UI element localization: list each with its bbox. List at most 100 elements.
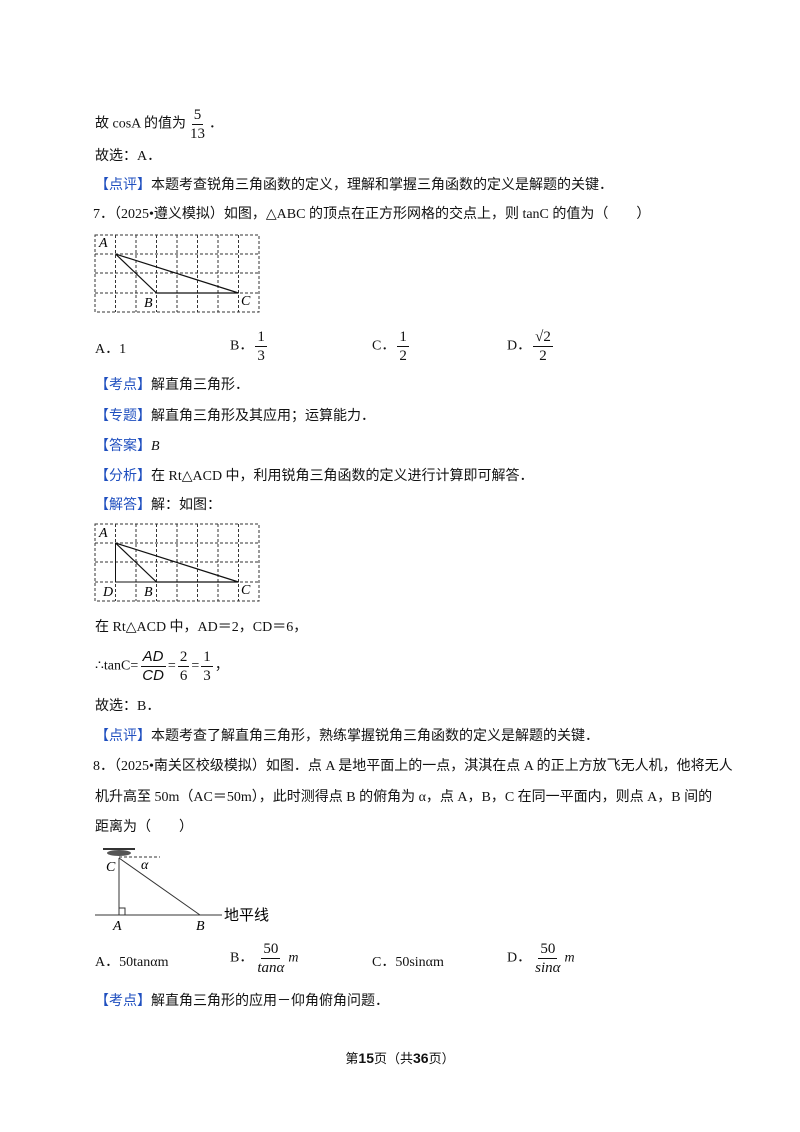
option-label: A． — [95, 342, 120, 357]
fraction: AD CD — [140, 648, 166, 685]
text: 页（共 — [373, 1051, 413, 1066]
triangle — [115, 253, 239, 294]
line: 故选：A． — [95, 149, 162, 164]
label: C — [241, 583, 251, 598]
text: ， — [214, 658, 229, 674]
line: 【考点】解直角三角形的应用－仰角俯角问题． — [95, 992, 389, 1012]
numerator: 1 — [397, 329, 409, 347]
option: B． 1 3 — [230, 328, 269, 365]
option-label: C． — [372, 338, 396, 354]
line: 【考点】解直角三角形． — [95, 376, 249, 396]
denominator: tanα — [257, 960, 285, 976]
text: = — [191, 658, 200, 674]
option: B． 50 tanα m — [230, 940, 299, 977]
tag: 【点评】 — [95, 729, 151, 744]
text: = — [167, 658, 176, 674]
fraction: 50 sinα — [533, 940, 562, 977]
numerator: 5 — [191, 107, 204, 125]
footer: 第15页（共36页） — [0, 1048, 800, 1067]
line: ∴tanC= AD CD = 2 6 = 1 3， — [95, 648, 229, 685]
option: A．1 — [95, 338, 126, 358]
option-label: B． — [230, 950, 254, 966]
numerator: 50 — [538, 941, 558, 959]
option: C． 1 2 — [372, 328, 411, 365]
question-stem: 机升高至 50m（AC＝50m），此时测得点 B 的俯角为 α，点 A，B，C … — [95, 790, 713, 805]
triangle — [115, 542, 239, 583]
text: 在 Rt△ACD 中，利用锐角三角函数的定义进行计算即可解答． — [151, 469, 534, 484]
denominator: sinα — [535, 960, 561, 976]
option-text: 1 — [119, 342, 127, 357]
numerator: √2 — [533, 329, 553, 347]
tag: 【考点】 — [95, 994, 151, 1009]
page-number: 15 — [358, 1050, 374, 1066]
option-text: 50tanαm — [119, 955, 169, 970]
text: 解：如图： — [151, 498, 221, 513]
text: B — [151, 439, 160, 454]
fraction: √2 2 — [533, 328, 553, 365]
option-label: D． — [507, 950, 532, 966]
text: 第 — [345, 1051, 359, 1066]
text: 故 cosA 的值为 — [95, 116, 186, 132]
line: 【专题】解直角三角形及其应用；运算能力． — [95, 407, 375, 427]
label: α — [141, 858, 149, 873]
label: A — [98, 526, 108, 541]
numerator: 1 — [201, 649, 213, 667]
denominator: 3 — [203, 668, 211, 684]
line: 【分析】在 Rt△ACD 中，利用锐角三角函数的定义进行计算即可解答． — [95, 467, 534, 487]
fraction: 5 13 — [188, 106, 207, 143]
label: A — [112, 919, 122, 934]
tag: 【专题】 — [95, 409, 151, 424]
denominator: 13 — [190, 126, 205, 142]
numerator: AD — [140, 648, 166, 667]
label: C — [241, 294, 251, 309]
denominator: 2 — [399, 348, 407, 364]
option-label: D． — [507, 338, 532, 354]
label: B — [144, 585, 153, 600]
option-label: A． — [95, 955, 120, 970]
text: 解直角三角形的应用－仰角俯角问题． — [151, 994, 389, 1009]
option: A．50tanαm — [95, 951, 168, 971]
label: B — [196, 919, 205, 934]
line: 【点评】本题考查锐角三角函数的定义，理解和掌握三角函数的定义是解题的关键． — [95, 176, 613, 196]
tag: 【解答】 — [95, 498, 151, 513]
question-stem: 8．（2025•南关区校级模拟）如图．点 A 是地平面上的一点，淇淇在点 A 的… — [93, 759, 733, 774]
numerator: 50 — [261, 941, 281, 959]
text: 本题考查锐角三角函数的定义，理解和掌握三角函数的定义是解题的关键． — [151, 178, 613, 193]
option: D． 50 sinα m — [507, 940, 575, 977]
text: 本题考查了解直角三角形，熟练掌握锐角三角函数的定义是解题的关键． — [151, 729, 599, 744]
line: 【点评】本题考查了解直角三角形，熟练掌握锐角三角函数的定义是解题的关键． — [95, 727, 599, 747]
drone-figure: C α A B 地平线 — [95, 848, 269, 934]
text: 页） — [428, 1051, 455, 1066]
label: 地平线 — [224, 907, 269, 924]
text: ∴tanC= — [95, 658, 139, 674]
denominator: 6 — [179, 668, 188, 684]
option-label: C． — [372, 955, 396, 970]
denominator: 3 — [257, 348, 265, 364]
option-label: B． — [230, 338, 254, 354]
option: D． √2 2 — [507, 328, 555, 365]
denominator: 2 — [539, 348, 547, 364]
option-text: 50sinαm — [395, 955, 444, 970]
option: C．50sinαm — [372, 951, 444, 971]
numerator: 2 — [177, 649, 190, 667]
fraction: 50 tanα — [255, 940, 286, 977]
line: 【解答】解：如图： — [95, 496, 221, 516]
page-total: 36 — [413, 1050, 429, 1066]
label: C — [106, 860, 116, 875]
text: 解直角三角形． — [151, 378, 249, 393]
label: D — [102, 585, 113, 600]
text: 解直角三角形及其应用；运算能力． — [151, 409, 375, 424]
numerator: 1 — [255, 329, 267, 347]
text: ． — [209, 116, 223, 132]
question-stem: 距离为（ ） — [95, 820, 193, 835]
tag: 【考点】 — [95, 378, 151, 393]
tag: 【答案】 — [95, 439, 151, 454]
label: A — [98, 236, 108, 251]
unit: m — [564, 950, 575, 966]
